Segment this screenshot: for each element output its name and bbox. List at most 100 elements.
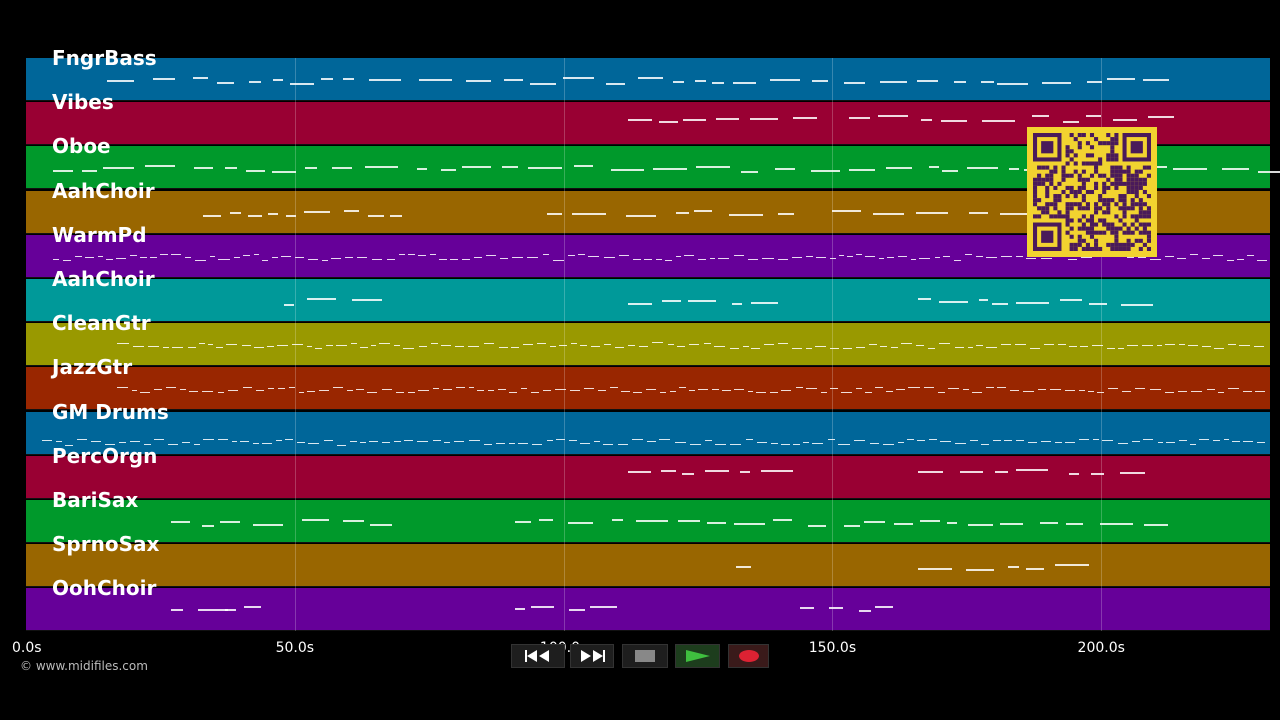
note	[953, 259, 962, 261]
note	[890, 346, 898, 348]
note	[807, 524, 827, 527]
stop-button[interactable]	[622, 644, 668, 668]
note	[918, 258, 931, 260]
note	[367, 214, 384, 217]
note	[159, 253, 168, 255]
note	[364, 166, 399, 169]
note	[698, 259, 707, 261]
note	[707, 522, 726, 525]
note	[556, 439, 566, 440]
note	[659, 438, 671, 440]
note	[1213, 254, 1223, 256]
note	[681, 473, 694, 476]
note	[1113, 118, 1137, 121]
note	[646, 440, 656, 442]
note	[878, 257, 884, 259]
note	[734, 523, 765, 526]
note	[703, 343, 711, 345]
note	[306, 345, 313, 347]
track-lane[interactable]	[26, 58, 1270, 101]
note	[1228, 344, 1236, 346]
note	[106, 80, 135, 83]
note	[740, 171, 758, 174]
note	[879, 81, 908, 84]
note	[323, 439, 333, 441]
track-label: JazzGtr	[52, 355, 133, 380]
note	[1038, 388, 1047, 390]
note	[1144, 524, 1169, 527]
note	[916, 212, 949, 215]
note	[929, 166, 939, 169]
note	[558, 344, 568, 346]
note	[652, 342, 664, 344]
note	[855, 387, 862, 389]
note	[1014, 344, 1026, 346]
note	[1000, 212, 1028, 215]
note	[150, 256, 157, 258]
note	[336, 444, 347, 446]
note	[896, 388, 905, 390]
note	[918, 567, 952, 570]
note	[908, 386, 920, 388]
note	[573, 165, 593, 168]
note	[842, 347, 852, 349]
note	[969, 211, 988, 214]
note	[704, 440, 713, 442]
note	[1253, 346, 1265, 348]
note	[997, 386, 1007, 388]
rewind-button[interactable]	[511, 644, 565, 668]
note	[403, 348, 415, 350]
note	[1157, 441, 1164, 443]
note	[929, 439, 937, 441]
note	[1000, 255, 1013, 257]
play-button[interactable]	[675, 644, 720, 668]
track-lane[interactable]	[26, 455, 1270, 499]
note	[628, 470, 651, 473]
note	[1089, 303, 1108, 306]
note	[207, 343, 214, 345]
note	[677, 345, 686, 347]
note	[916, 79, 938, 82]
note	[140, 257, 148, 259]
note	[1007, 566, 1019, 569]
note	[140, 391, 150, 393]
note	[946, 521, 957, 524]
note	[747, 259, 759, 261]
track-lane[interactable]	[26, 411, 1270, 455]
note	[562, 77, 594, 80]
note	[42, 440, 52, 442]
note	[522, 344, 533, 346]
note	[714, 345, 726, 347]
note	[1227, 388, 1239, 390]
note	[1000, 344, 1011, 346]
note	[303, 211, 331, 214]
note	[589, 606, 617, 609]
note	[1068, 259, 1077, 260]
note	[497, 389, 506, 391]
note	[636, 519, 669, 522]
note	[52, 169, 74, 172]
note	[55, 440, 63, 442]
note	[511, 346, 520, 348]
note	[305, 167, 317, 170]
note	[500, 257, 509, 259]
note	[1009, 390, 1019, 391]
note	[606, 82, 625, 85]
record-button[interactable]	[728, 644, 769, 668]
track-lane[interactable]	[26, 279, 1270, 322]
note	[968, 523, 993, 526]
note	[512, 256, 523, 258]
note	[536, 343, 546, 344]
fast-forward-button[interactable]	[570, 644, 614, 668]
note	[1255, 391, 1265, 393]
note	[345, 257, 354, 259]
note	[1101, 440, 1114, 442]
note	[628, 302, 652, 305]
note	[267, 346, 274, 348]
note	[1201, 345, 1211, 347]
note	[751, 347, 761, 349]
note	[658, 120, 678, 123]
note	[886, 257, 895, 259]
note	[916, 345, 925, 347]
note	[626, 215, 656, 218]
